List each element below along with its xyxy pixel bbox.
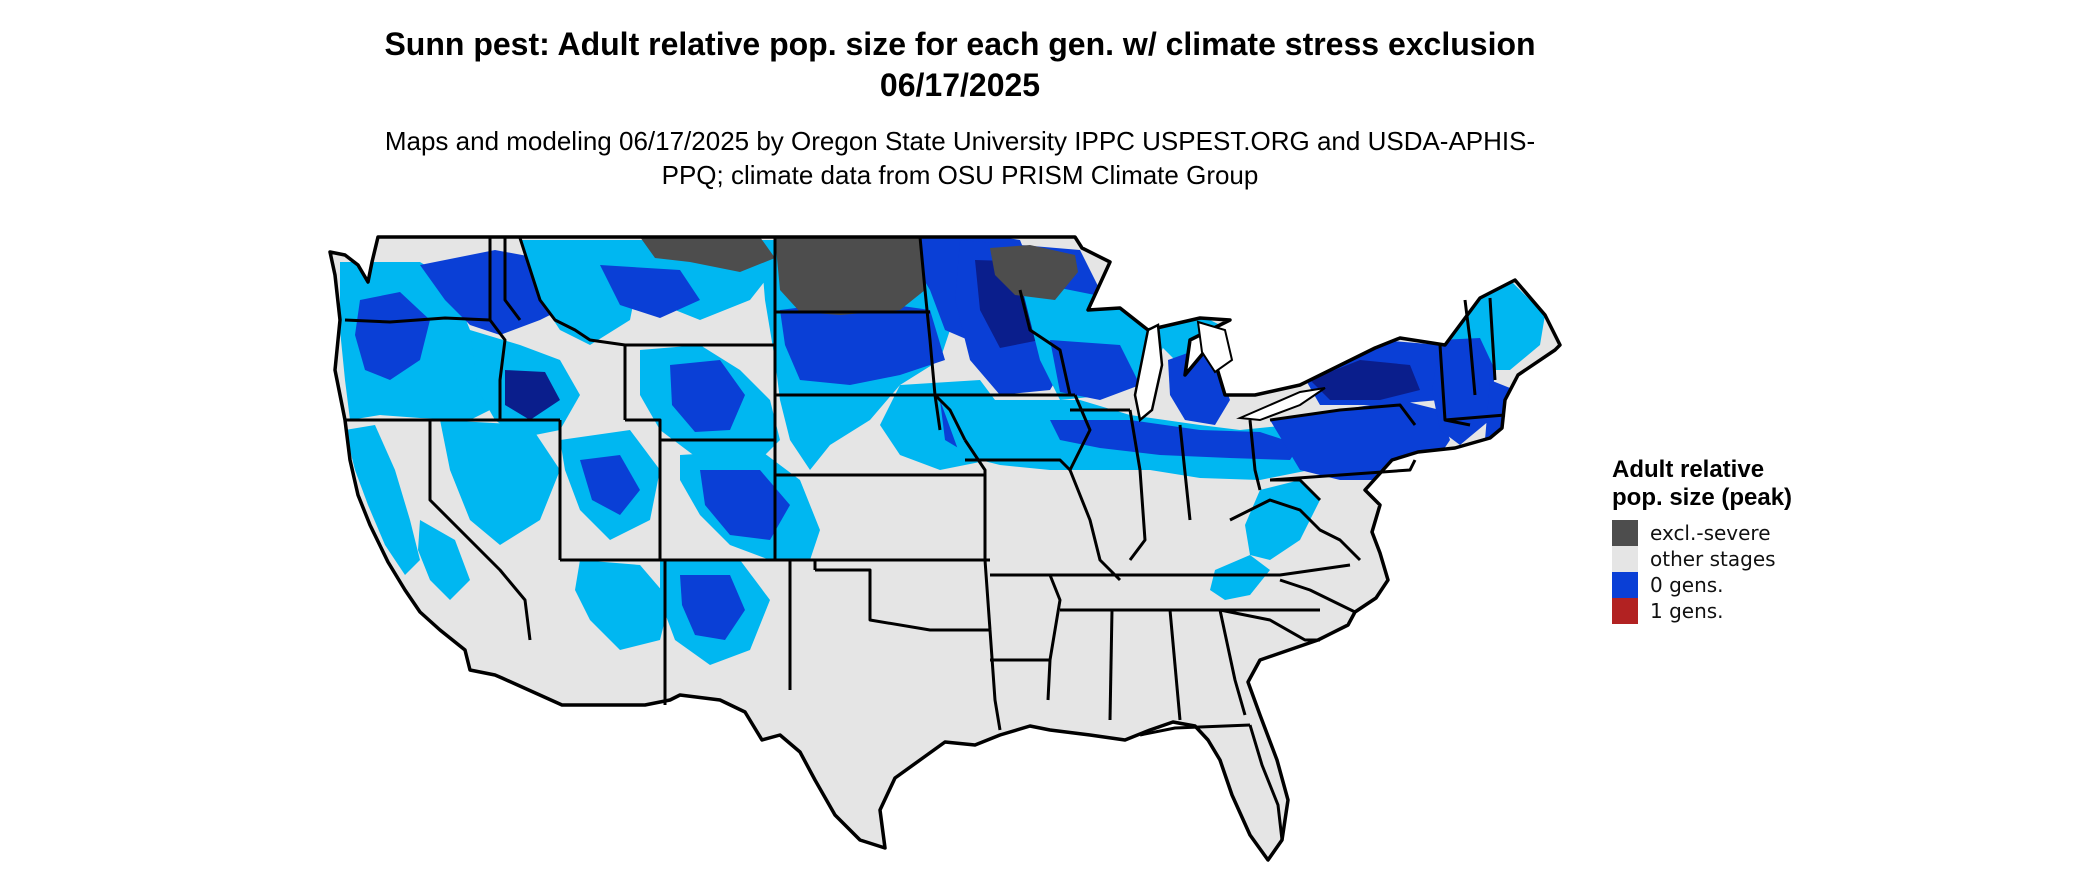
legend-label: excl.-severe — [1650, 521, 1771, 545]
legend-label: 0 gens. — [1650, 573, 1724, 597]
region-0gens — [580, 455, 640, 515]
region-0gens — [1210, 555, 1270, 600]
legend-item-0-gens: 0 gens. — [1612, 572, 1872, 598]
region-0gens — [575, 560, 670, 650]
region-0gens — [345, 425, 420, 575]
legend-item-other-stages: other stages — [1612, 546, 1872, 572]
legend-swatch — [1612, 520, 1638, 546]
region-0gens — [355, 292, 430, 380]
legend-items: excl.-severe other stages 0 gens. 1 gens… — [1612, 520, 1872, 624]
legend-item-excl-severe: excl.-severe — [1612, 520, 1872, 546]
region-0gens — [440, 420, 560, 545]
florida-coast — [1248, 724, 1284, 861]
region-0gens — [670, 360, 745, 432]
region-0gens — [418, 520, 470, 600]
state-borders — [344, 236, 1506, 737]
legend-item-1-gens: 1 gens. — [1612, 598, 1872, 624]
region-excl-severe — [775, 237, 925, 315]
region-excl-severe — [990, 245, 1078, 300]
legend-label: other stages — [1650, 547, 1776, 571]
region-0gens — [1050, 420, 1300, 460]
legend-swatch — [1612, 598, 1638, 624]
region-0gens — [1310, 360, 1420, 400]
region-0gens — [680, 575, 745, 640]
region-0gens — [1245, 480, 1320, 560]
region-excl-severe — [640, 237, 775, 272]
lake-michigan — [1133, 323, 1164, 423]
map-subtitle: Maps and modeling 06/17/2025 by Oregon S… — [384, 126, 1536, 190]
region-0gens — [780, 300, 945, 385]
legend-swatch — [1612, 572, 1638, 598]
lake-huron — [1196, 320, 1234, 374]
region-0gens — [505, 370, 560, 420]
region-0gens — [700, 470, 790, 540]
legend: Adult relative pop. size (peak) excl.-se… — [1612, 456, 1872, 624]
lake-erie — [1236, 387, 1326, 422]
legend-swatch — [1612, 546, 1638, 572]
legend-label: 1 gens. — [1650, 599, 1724, 623]
region-0gens — [600, 265, 700, 318]
legend-title: Adult relative pop. size (peak) — [1612, 456, 1793, 511]
map-title: Sunn pest: Adult relative pop. size for … — [384, 26, 1536, 103]
region-0gens — [1050, 340, 1140, 400]
